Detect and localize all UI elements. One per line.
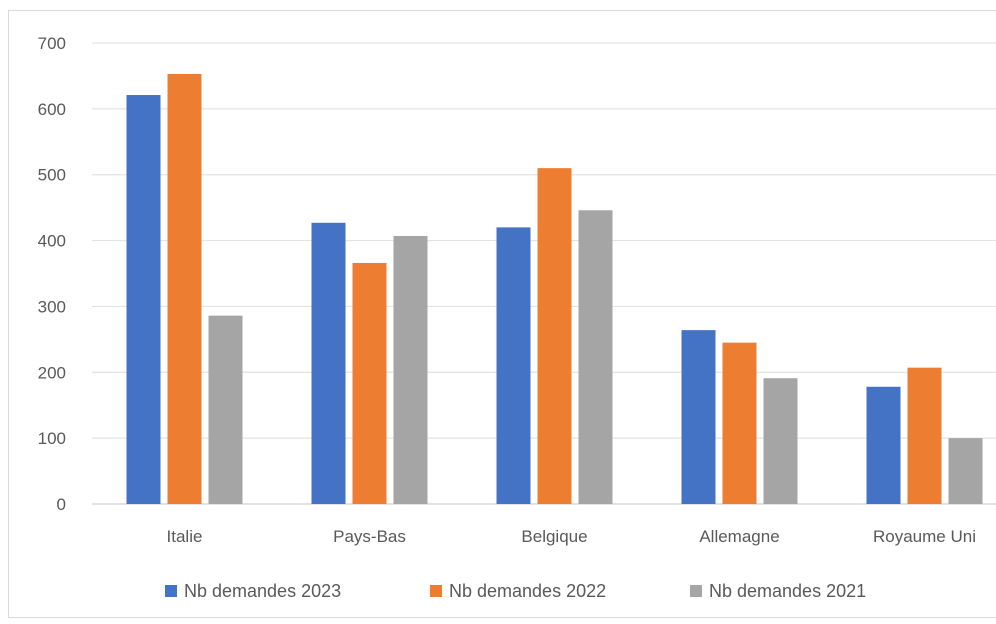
bar-belgique-1 xyxy=(496,227,531,504)
legend-swatch xyxy=(430,585,442,597)
bar-belgique-2 xyxy=(537,168,572,504)
bars xyxy=(126,73,983,505)
bar-royaume-uni-3 xyxy=(948,438,983,504)
y-tick-label: 0 xyxy=(57,495,66,514)
legend-swatch xyxy=(165,585,177,597)
y-tick-label: 200 xyxy=(38,363,66,382)
y-tick-label: 300 xyxy=(38,297,66,316)
x-tick-label: Pays-Bas xyxy=(333,527,406,546)
legend-label: Nb demandes 2022 xyxy=(449,581,606,601)
bar-allemagne-3 xyxy=(763,378,798,504)
bar-italie-1 xyxy=(126,95,161,504)
legend-label: Nb demandes 2021 xyxy=(709,581,866,601)
bar-pays-bas-1 xyxy=(311,222,346,505)
x-tick-label: Allemagne xyxy=(699,527,779,546)
bar-belgique-3 xyxy=(578,210,613,504)
bar-royaume-uni-1 xyxy=(866,386,901,504)
x-axis-ticks: Italie Pays-Bas Belgique Allemagne Royaume U… xyxy=(167,527,976,546)
bar-pays-bas-2 xyxy=(352,262,387,504)
y-tick-label: 400 xyxy=(38,232,66,251)
bar-italie-3 xyxy=(208,315,243,504)
y-tick-label: 500 xyxy=(38,166,66,185)
legend-swatch xyxy=(690,585,702,597)
bar-italie-2 xyxy=(167,73,202,505)
x-tick-label: Italie xyxy=(167,527,203,546)
y-tick-label: 600 xyxy=(38,100,66,119)
legend: Nb demandes 2023 Nb demandes 2022 Nb deman… xyxy=(165,581,866,601)
y-axis-ticks: 0 100 200 300 400 500 600 700 xyxy=(38,34,66,514)
bar-pays-bas-3 xyxy=(393,235,428,504)
bar-royaume-uni-2 xyxy=(907,367,942,504)
x-tick-label: Royaume Uni xyxy=(873,527,976,546)
y-tick-label: 100 xyxy=(38,429,66,448)
bar-allemagne-1 xyxy=(681,330,716,504)
y-tick-label: 700 xyxy=(38,34,66,53)
legend-label: Nb demandes 2023 xyxy=(184,581,341,601)
bar-allemagne-2 xyxy=(722,342,757,504)
x-tick-label: Belgique xyxy=(521,527,587,546)
